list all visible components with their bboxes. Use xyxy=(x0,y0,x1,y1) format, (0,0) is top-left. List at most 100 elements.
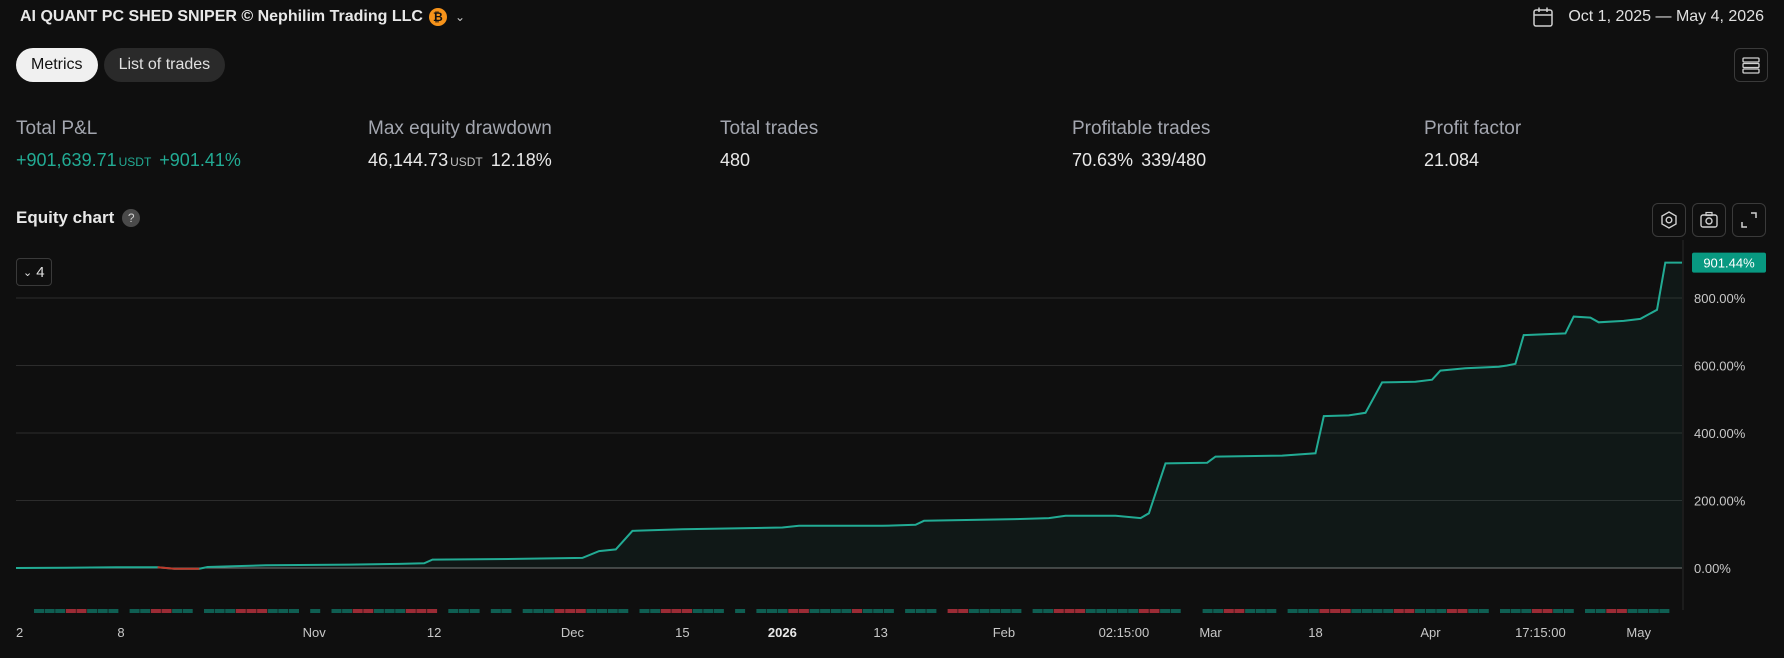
trade-bar-win xyxy=(1361,609,1372,613)
calendar-icon xyxy=(1533,7,1554,27)
trade-bar-loss xyxy=(76,609,87,613)
equity-chart-header: Equity chart ? xyxy=(16,208,141,228)
trade-bar-win xyxy=(1266,609,1277,613)
trade-bar-win xyxy=(1383,609,1394,613)
chart-tools xyxy=(1652,203,1766,237)
equity-line xyxy=(15,261,1682,570)
trade-bar-win xyxy=(342,609,353,613)
drawdown-unit: USDT xyxy=(450,155,483,169)
trade-bar-win xyxy=(1521,609,1532,613)
y-tick-label: 600.00% xyxy=(1694,359,1746,374)
date-range-text: Oct 1, 2025 — May 4, 2026 xyxy=(1568,8,1764,25)
trade-bar-win xyxy=(990,609,1001,613)
trade-bar-win xyxy=(618,609,629,613)
date-range-picker[interactable]: Oct 1, 2025 — May 4, 2026 xyxy=(1532,6,1764,28)
metric-label: Profit factor xyxy=(1424,118,1522,139)
trade-bar-win xyxy=(1595,609,1606,613)
total-pnl-value: +901,639.71 xyxy=(16,150,117,170)
chart-fullscreen-button[interactable] xyxy=(1732,203,1766,237)
tab-metrics[interactable]: Metrics xyxy=(16,48,98,82)
x-tick-label: Apr xyxy=(1420,625,1441,640)
equity-chart[interactable]: 0.00% 200.00% 400.00% 600.00% 800.00% 901.44%… xyxy=(0,240,1784,650)
trade-bar-win xyxy=(713,609,724,613)
trade-bar-win xyxy=(1096,609,1107,613)
trade-bar-win xyxy=(1436,609,1447,613)
trade-bar-win xyxy=(289,609,299,613)
trade-bar-win xyxy=(1160,609,1171,613)
chevron-down-icon[interactable]: ⌄ xyxy=(454,10,465,24)
trade-bar-win xyxy=(1563,609,1574,613)
trade-bar-win xyxy=(1011,609,1022,613)
help-icon[interactable]: ? xyxy=(122,209,141,227)
trade-bar-win xyxy=(1298,609,1309,613)
trade-bar-loss xyxy=(65,609,76,613)
collapse-toggle[interactable]: ⌄ 4 xyxy=(16,258,52,286)
layout-menu-button[interactable] xyxy=(1734,48,1768,82)
trade-bar-win xyxy=(225,609,236,613)
trade-bar-win xyxy=(820,609,831,613)
metric-value-row: 70.63% 339/480 xyxy=(1072,150,1424,171)
settings-icon xyxy=(1661,211,1677,229)
trade-bar-win xyxy=(1213,609,1224,613)
y-tick-label: 400.00% xyxy=(1694,426,1746,441)
trade-bar-win xyxy=(1585,609,1595,613)
trade-bar-win xyxy=(1468,609,1479,613)
trade-bar-loss xyxy=(1064,609,1075,613)
trade-bar-loss xyxy=(852,609,862,613)
collapse-count: 4 xyxy=(36,263,45,281)
trade-bar-win xyxy=(841,609,852,613)
trade-bar-win xyxy=(968,609,979,613)
metric-total-pnl: Total P&L +901,639.71 USDT +901.41% xyxy=(16,118,368,171)
metrics-row: Total P&L +901,639.71 USDT +901.41% Max … xyxy=(16,118,1776,171)
trade-bar-win xyxy=(1128,609,1139,613)
trade-bar-loss xyxy=(554,609,565,613)
trade-bar-loss xyxy=(1542,609,1553,613)
trade-bar-win xyxy=(735,609,746,613)
trade-bar-loss xyxy=(1053,609,1064,613)
trade-bar-win xyxy=(108,609,119,613)
trade-bar-win xyxy=(1659,609,1670,613)
trade-bar-win xyxy=(926,609,937,613)
metric-profitable-trades: Profitable trades 70.63% 339/480 xyxy=(1072,118,1424,171)
trade-bar-win xyxy=(522,609,533,613)
trade-bar-loss xyxy=(682,609,692,613)
metric-label: Total P&L xyxy=(16,118,98,139)
trade-bar-win xyxy=(1000,609,1011,613)
x-tick-label: Feb xyxy=(993,625,1015,640)
trade-bar-win xyxy=(756,609,767,613)
trade-bar-win xyxy=(533,609,544,613)
trade-bar-loss xyxy=(660,609,671,613)
trade-bar-win xyxy=(267,609,278,613)
trade-bar-win xyxy=(55,609,66,613)
chart-snapshot-button[interactable] xyxy=(1692,203,1726,237)
list-icon xyxy=(1742,57,1760,74)
strategy-selector[interactable]: AI QUANT PC SHED SNIPER © Nephilim Tradi… xyxy=(20,8,465,26)
drawdown-percent: 12.18% xyxy=(490,150,552,170)
trade-bar-win xyxy=(1648,609,1659,613)
trade-bar-loss xyxy=(1393,609,1404,613)
metric-label: Profitable trades xyxy=(1072,118,1211,139)
trade-bar-win xyxy=(1245,609,1256,613)
trade-bar-win xyxy=(44,609,55,613)
trade-bar-win xyxy=(767,609,777,613)
trade-bar-win xyxy=(1372,609,1383,613)
trade-bar-win xyxy=(1510,609,1521,613)
metric-value-row: 21.084 xyxy=(1424,150,1776,171)
trade-bar-win xyxy=(182,609,193,613)
trade-bar-loss xyxy=(1531,609,1542,613)
metric-total-trades: Total trades 480 xyxy=(720,118,1072,171)
trade-bar-loss xyxy=(1075,609,1086,613)
tab-list-of-trades[interactable]: List of trades xyxy=(103,48,226,82)
metric-profit-factor: Profit factor 21.084 xyxy=(1424,118,1776,171)
expand-icon xyxy=(1741,212,1757,228)
trade-bar-win xyxy=(395,609,406,613)
trade-bar-win xyxy=(1043,609,1054,613)
trade-bar-win xyxy=(331,609,342,613)
trade-bar-loss xyxy=(150,609,161,613)
trade-bar-loss xyxy=(947,609,958,613)
trade-bar-loss xyxy=(416,609,427,613)
trade-bar-win xyxy=(1032,609,1043,613)
chart-settings-button[interactable] xyxy=(1652,203,1686,237)
trade-bar-loss xyxy=(257,609,268,613)
trade-bar-win xyxy=(214,609,225,613)
